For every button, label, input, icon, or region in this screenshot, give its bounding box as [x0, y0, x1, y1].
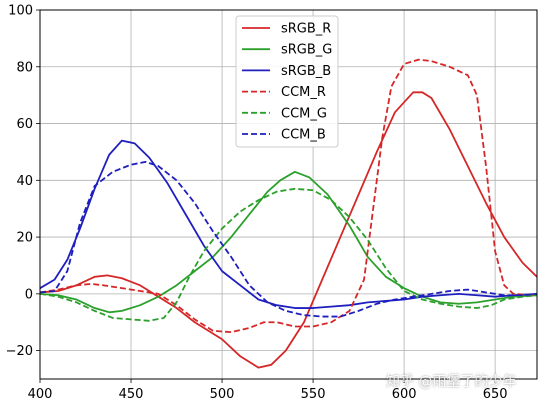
x-tick-label: 450	[119, 387, 144, 402]
x-tick-label: 500	[210, 387, 235, 402]
x-tick-label: 600	[392, 387, 417, 402]
legend-label: sRGB_B	[281, 64, 331, 79]
x-tick-label: 650	[483, 387, 508, 402]
y-tick-label: 80	[16, 60, 33, 75]
series-line-srgb-g	[40, 170, 537, 314]
series-line-ccm-b	[40, 160, 537, 318]
series-line-ccm-r	[40, 58, 537, 334]
y-tick-label: −20	[6, 344, 33, 359]
y-tick-label: 40	[16, 174, 33, 189]
x-tick-label: 400	[28, 387, 53, 402]
y-tick-label: 20	[16, 231, 33, 246]
series-line-srgb-r	[40, 91, 537, 369]
series-layer	[40, 58, 537, 369]
legend-label: sRGB_R	[281, 22, 331, 37]
series-line-ccm-g	[40, 187, 537, 322]
watermark-text: 知乎 @雨堡了的少年	[386, 374, 517, 390]
legend-label: sRGB_G	[281, 43, 332, 58]
y-tick-label: 0	[25, 287, 33, 302]
y-tick-label: 60	[16, 117, 33, 132]
legend-label: CCM_R	[281, 85, 326, 100]
x-tick-label: 550	[301, 387, 326, 402]
legend-label: CCM_B	[281, 128, 326, 143]
axis-ticks: 400 450 500 550 600 650 −20 0 20 40 60 80 100	[6, 4, 508, 403]
legend-label: CCM_G	[281, 106, 327, 121]
plot-frame	[39, 9, 538, 380]
legend: sRGB_R sRGB_G sRGB_B CCM_R CCM_G CCM_B	[235, 15, 339, 148]
y-tick-label: 100	[8, 4, 33, 19]
